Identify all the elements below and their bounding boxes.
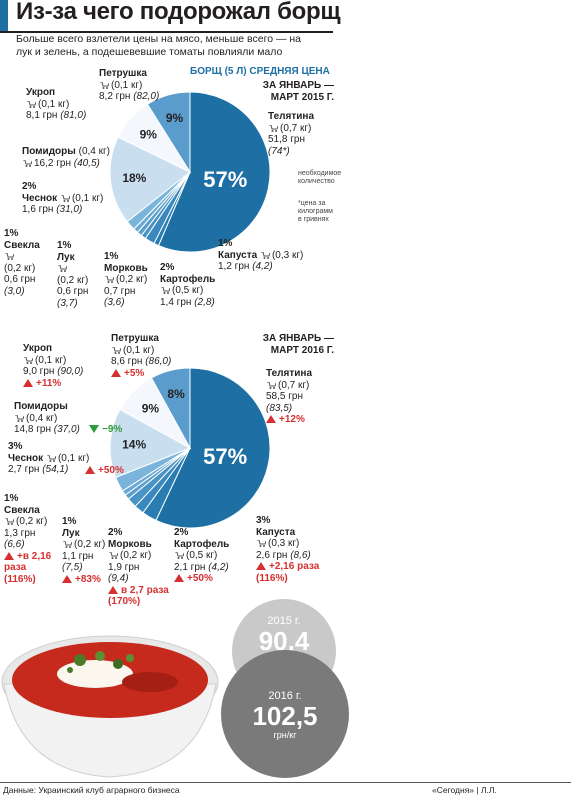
label-2016-potato: 2% Картофель (0,5 кг) 2,1 грн (4,2) +50% xyxy=(174,527,230,584)
pie-label-2015-7: 18% xyxy=(122,171,146,185)
label-2016-cabbage: 3% Капуста (0,3 кг) 2,6 грн (8,6) +2,16 … xyxy=(256,515,320,584)
cart-icon xyxy=(5,518,14,525)
pie-slice-2016-0 xyxy=(155,367,271,529)
up-arrow-icon xyxy=(85,466,95,474)
cart-icon xyxy=(63,541,72,548)
borscht-bowl-illustration xyxy=(1,635,219,778)
period-2015: ЗА ЯНВАРЬ — МАРТ 2015 Г. xyxy=(262,80,334,103)
label-2016-onion: 1% Лук (0,2 кг) 1,1 грн (7,5) +83% xyxy=(62,516,106,585)
up-arrow-icon xyxy=(23,378,33,387)
pie-label-2016-9: 8% xyxy=(167,387,185,401)
title-accent-bar xyxy=(0,0,8,33)
label-2015-veal: Телятина (0,7 кг) 51,8 грн (74*) xyxy=(268,111,315,157)
label-2015-beet: 1% Свекла (0,2 кг) 0,6 грн (3,0) xyxy=(4,228,40,297)
cart-icon xyxy=(23,159,32,167)
label-2015-tomatoes: Помидоры (0,4 кг) 16,2 грн (40,5) xyxy=(22,146,110,169)
label-2016-veal: Телятина (0,7 кг) 58,5 грн (83,5) +12% xyxy=(266,368,313,425)
pie-label-2016-0: 57% xyxy=(203,444,247,469)
cart-icon xyxy=(175,552,184,559)
label-2015-carrot: 1% Морковь (0,2 кг) 0,7 грн (3,6) xyxy=(104,251,148,308)
label-2015-cabbage: 1% Капуста (0,3 кг) 1,2 грн (4,2) xyxy=(218,238,304,272)
cart-icon xyxy=(15,414,24,422)
pie-slice-2016-9 xyxy=(150,367,191,449)
cart-icon xyxy=(267,381,276,389)
up-arrow-icon xyxy=(4,551,14,560)
legend-quantity: необходимое количество xyxy=(298,170,341,186)
pie-label-2015-0: 57% xyxy=(203,167,247,192)
cart-icon xyxy=(27,100,36,108)
pie-slice-2015-7 xyxy=(109,136,191,223)
label-2016-beet: 1% Свекла (0,2 кг) 1,3 грн (6,6) +в 2,16… xyxy=(4,493,52,585)
cart-icon xyxy=(257,540,266,547)
cart-icon xyxy=(24,356,33,364)
period-2016: ЗА ЯНВАРЬ — МАРТ 2016 Г. xyxy=(262,333,334,356)
label-2016-carrot: 2% Морковь (0,2 кг) 1,9 грн (9,4) в 2,7 … xyxy=(108,527,169,607)
down-arrow-icon xyxy=(89,425,99,433)
pie-slice-2016-7 xyxy=(109,408,192,479)
cart-icon xyxy=(46,454,56,462)
pie-label-2016-7: 14% xyxy=(122,437,146,451)
cart-icon xyxy=(260,251,270,259)
subtitle: Больше всего взлетели цены на мясо, мень… xyxy=(16,33,302,58)
chart-header: БОРЩ (5 Л) СРЕДНЯЯ ЦЕНА xyxy=(190,66,330,77)
up-arrow-icon xyxy=(62,574,72,583)
cart-icon xyxy=(5,253,14,260)
pie-slice-2015-9 xyxy=(146,91,191,174)
cart-icon xyxy=(161,287,170,294)
source-note: Данные: Украинский клуб аграрного бизнес… xyxy=(3,785,180,795)
label-2016-tomatoes-change: −9% xyxy=(89,424,122,436)
label-2016-garlic: 3% Чеснок (0,1 кг) 2,7 грн (54,1) xyxy=(8,441,90,475)
cart-icon xyxy=(60,194,70,202)
label-2016-dill: Укроп (0,1 кг) 9,0 грн (90,0) +11% xyxy=(23,343,84,389)
up-arrow-icon xyxy=(108,585,118,594)
cart-icon xyxy=(105,276,114,283)
legend-quantity-text: необходимое количество xyxy=(298,170,342,185)
cart-icon xyxy=(112,346,121,354)
up-arrow-icon xyxy=(174,574,184,582)
title-rule xyxy=(0,31,333,33)
legend-price-note: *цена за килограмм в гривнях xyxy=(298,200,333,223)
label-2015-onion: 1% Лук (0,2 кг) 0,6 грн (3,7) xyxy=(57,240,89,309)
label-2015-garlic: 2% Чеснок (0,1 кг) 1,6 грн (31,0) xyxy=(22,181,104,215)
page-title: Из-за чего подорожал борщ xyxy=(16,0,341,25)
up-arrow-icon xyxy=(256,562,266,570)
cart-icon xyxy=(100,81,109,89)
pie-label-2015-9: 9% xyxy=(166,111,184,125)
credit-note: «Сегодня» | Л.Л. xyxy=(432,785,497,795)
pie-label-2016-8: 9% xyxy=(142,401,160,415)
label-2015-dill: Укроп (0,1 кг) 8,1 грн (81,0) xyxy=(26,87,87,121)
up-arrow-icon xyxy=(111,368,121,377)
cart-icon xyxy=(269,124,278,132)
pie-label-2015-8: 9% xyxy=(140,128,158,142)
label-2016-garlic-change: +50% xyxy=(85,465,124,477)
cart-icon xyxy=(109,552,118,559)
up-arrow-icon xyxy=(266,415,276,423)
bottom-rule xyxy=(0,782,571,783)
cart-icon xyxy=(58,265,67,272)
label-2015-parsley: Петрушка (0,1 кг) 8,2 грн (82,0) xyxy=(99,68,160,102)
total-2016-badge: 2016 г. 102,5 грн/кг xyxy=(221,650,349,778)
label-2015-potato: 2% Картофель (0,5 кг) 1,4 грн (2,8) xyxy=(160,262,216,308)
label-2016-tomatoes: Помидоры (0,4 кг) 14,8 грн (37,0) xyxy=(14,401,80,435)
label-2016-parsley: Петрушка (0,1 кг) 8,6 грн (86,0) +5% xyxy=(111,333,172,379)
pie-slice-2015-0 xyxy=(157,91,271,253)
